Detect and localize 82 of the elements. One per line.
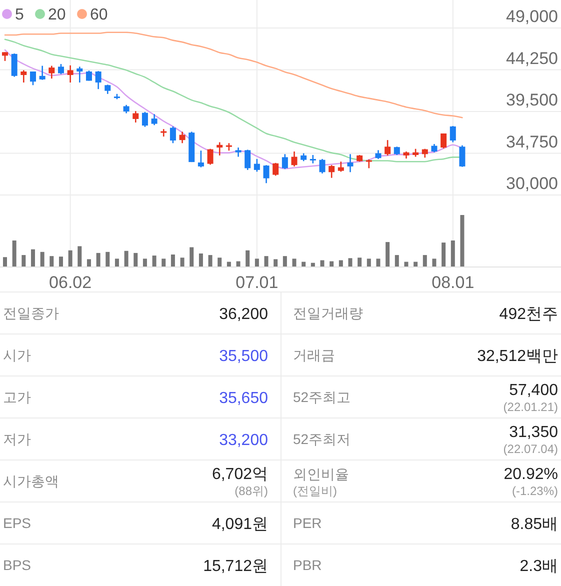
legend-label: 5 xyxy=(15,6,24,24)
bar xyxy=(170,254,175,267)
text: 저가 xyxy=(3,431,31,448)
bar xyxy=(2,257,7,267)
x-tick-label: 08.01 xyxy=(432,273,474,292)
bar xyxy=(152,256,156,267)
bar xyxy=(422,255,427,267)
bar xyxy=(86,259,91,267)
bar xyxy=(162,258,166,267)
bar xyxy=(106,252,110,267)
y-tick-label: 44,250 xyxy=(506,48,558,68)
text: 시가총액 xyxy=(3,473,59,490)
bar xyxy=(450,240,455,267)
bar xyxy=(68,250,72,267)
bar xyxy=(58,256,63,267)
bar xyxy=(114,258,119,267)
bar xyxy=(282,256,287,267)
text: 20.92% (-1.23%) xyxy=(504,466,558,498)
bar xyxy=(50,256,54,267)
bar xyxy=(376,258,380,267)
bar xyxy=(96,252,100,267)
bar xyxy=(134,252,138,267)
bar xyxy=(320,260,324,267)
text: 8.85배 xyxy=(510,516,558,533)
text: 6,702억 (88위) xyxy=(212,466,268,498)
text: 57,400 (22.01.21) xyxy=(503,382,558,414)
y-tick-label: 30,000 xyxy=(506,174,558,193)
bar xyxy=(208,255,212,267)
bar xyxy=(348,258,352,267)
bar xyxy=(338,260,343,267)
text: 외인비율 (전일비) xyxy=(293,466,349,498)
text: 4,091원 xyxy=(212,516,268,533)
bar xyxy=(246,250,250,267)
bar xyxy=(394,255,399,267)
bar xyxy=(292,258,296,267)
bar xyxy=(30,249,35,267)
text: 36,200 xyxy=(219,306,268,323)
y-tick-label: 39,500 xyxy=(506,90,558,110)
bar xyxy=(22,255,26,267)
bar xyxy=(264,256,268,267)
bar xyxy=(124,250,128,267)
bar xyxy=(78,246,82,267)
bar xyxy=(142,258,147,267)
bar xyxy=(358,258,362,267)
bar xyxy=(442,242,446,267)
y-tick-label: 34,750 xyxy=(506,132,558,152)
text: 32,512백만 xyxy=(477,348,558,365)
text: BPS xyxy=(3,557,32,574)
bar xyxy=(190,247,194,267)
text: PER xyxy=(293,515,322,532)
legend-label: 60 xyxy=(90,6,108,24)
text: 52주최고 xyxy=(293,389,351,406)
bar xyxy=(366,258,371,267)
text: 전일종가 xyxy=(3,305,59,322)
text: 시가 xyxy=(3,347,31,364)
bar xyxy=(12,240,16,267)
bar xyxy=(218,258,222,267)
text: 2.3배 xyxy=(520,558,558,575)
bar xyxy=(254,258,259,267)
y-tick-label: 49,000 xyxy=(506,7,558,26)
text: 고가 xyxy=(3,389,31,406)
x-tick-label: 07.01 xyxy=(236,273,278,292)
text: EPS xyxy=(3,515,32,532)
bar xyxy=(40,252,44,267)
legend-label: 20 xyxy=(48,6,66,24)
text: 거래금 xyxy=(293,347,335,364)
text: PBR xyxy=(293,557,322,574)
bar xyxy=(460,215,464,267)
text: 35,650 xyxy=(219,390,268,407)
text: 35,500 xyxy=(219,348,268,365)
text: 31,350 (22.07.04) xyxy=(503,424,558,456)
text: 15,712원 xyxy=(203,558,268,575)
text: 전일거래량 xyxy=(293,305,363,322)
bar xyxy=(198,253,203,267)
x-tick-label: 06.02 xyxy=(49,273,92,292)
text: 492천주 xyxy=(499,306,558,323)
bar xyxy=(274,259,278,267)
bar xyxy=(386,242,390,267)
bar xyxy=(180,258,184,267)
bar xyxy=(432,258,436,267)
text: 52주최저 xyxy=(293,431,351,448)
text: 33,200 xyxy=(219,432,268,449)
